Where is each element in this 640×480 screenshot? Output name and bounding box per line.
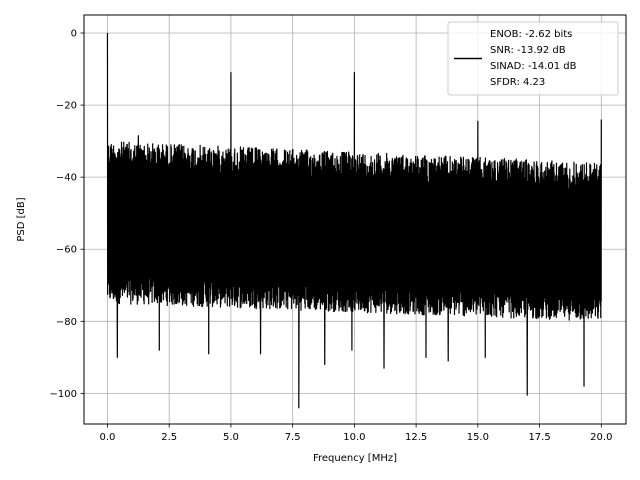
x-tick-label: 5.0 <box>223 432 239 443</box>
y-tick-label: −60 <box>56 245 77 256</box>
y-tick-label: −100 <box>50 389 77 400</box>
y-tick-label: 0 <box>71 29 77 40</box>
x-tick-label: 12.5 <box>405 432 427 443</box>
x-tick-label: 7.5 <box>285 432 301 443</box>
psd-trace <box>106 33 602 409</box>
x-tick-label: 0.0 <box>100 432 116 443</box>
x-tick-label: 15.0 <box>467 432 489 443</box>
y-axis-ticks: 0 −20 −40 −60 −80 −100 <box>50 29 84 400</box>
legend-entry-enob: ENOB: -2.62 bits <box>490 29 572 40</box>
y-tick-label: −80 <box>56 317 77 328</box>
x-axis-ticks: 0.0 2.5 5.0 7.5 10.0 12.5 15.0 17.5 20.0 <box>100 424 612 443</box>
x-axis-label: Frequency [MHz] <box>313 453 397 464</box>
y-tick-label: −40 <box>56 173 77 184</box>
x-tick-label: 10.0 <box>343 432 365 443</box>
legend-box <box>447 21 619 96</box>
x-tick-label: 20.0 <box>590 432 612 443</box>
plot-series <box>106 33 602 409</box>
y-axis-label: PSD [dB] <box>16 197 27 241</box>
y-tick-label: −20 <box>56 101 77 112</box>
plot-frame <box>83 14 627 425</box>
x-tick-label: 2.5 <box>161 432 177 443</box>
legend-entry-sfdr: SFDR: 4.23 <box>490 77 545 88</box>
x-tick-label: 17.5 <box>528 432 550 443</box>
legend-entry-snr: SNR: -13.92 dB <box>490 45 566 56</box>
legend-entry-sinad: SINAD: -14.01 dB <box>490 61 577 72</box>
legend: ENOB: -2.62 bits SNR: -13.92 dB SINAD: -… <box>447 21 619 96</box>
